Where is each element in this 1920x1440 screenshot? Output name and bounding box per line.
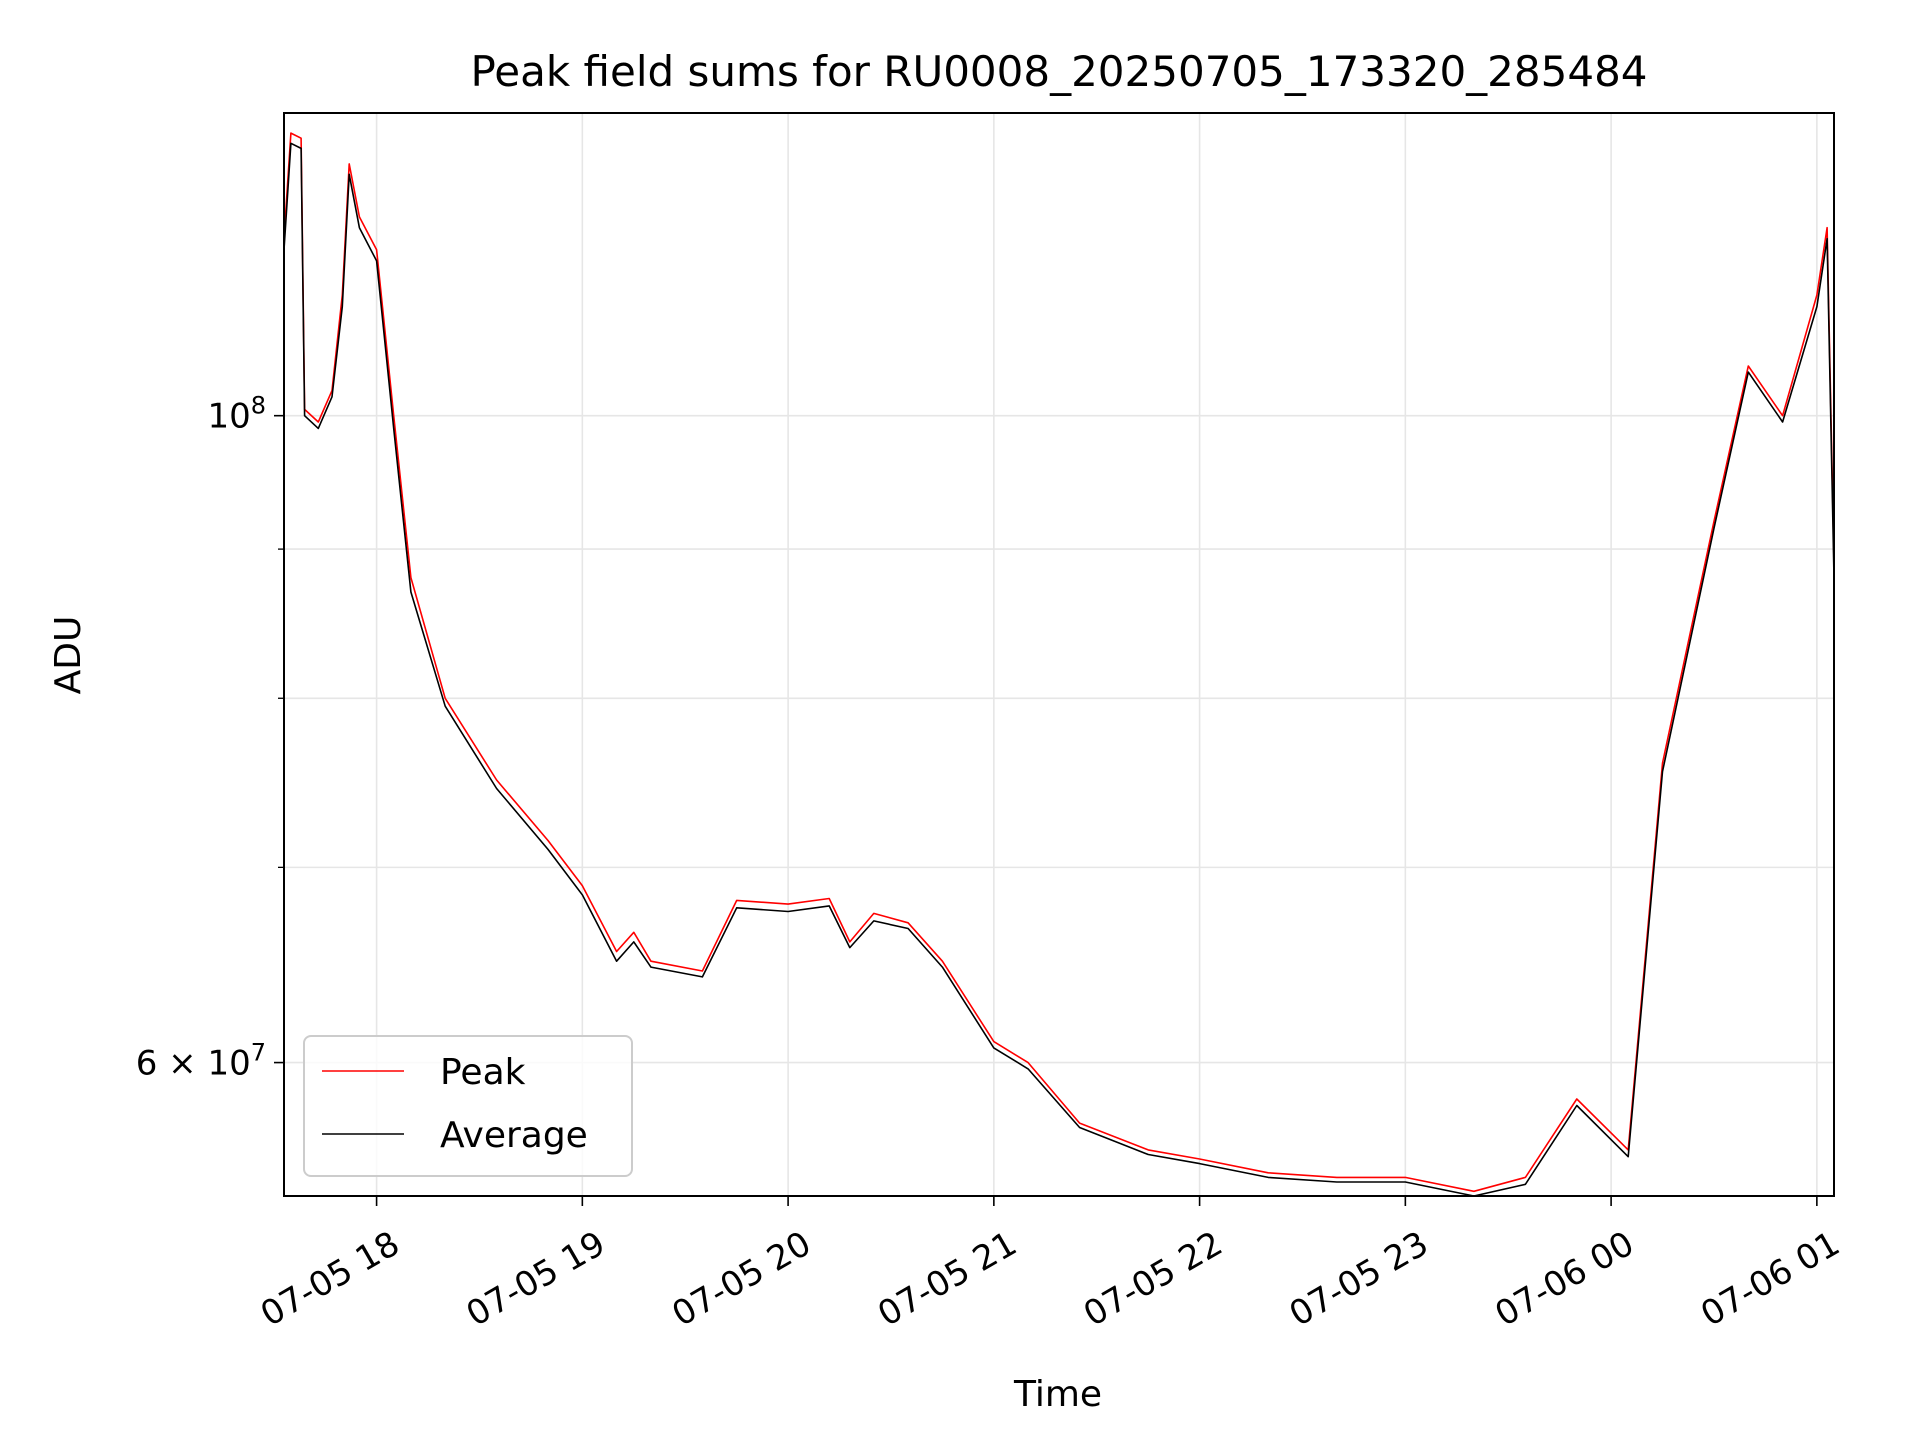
- series-line-average: [283, 142, 1835, 1197]
- y-axis-title: ADU: [48, 616, 89, 695]
- legend: Peak Average: [303, 1035, 633, 1177]
- y-tick-multiplier: 6 ×: [136, 1044, 208, 1084]
- y-tick-label: 6 × 107: [136, 1039, 266, 1084]
- series-line-peak: [283, 132, 1835, 1193]
- plot-background: [284, 113, 1834, 1196]
- plot-frame: [283, 112, 1835, 1197]
- legend-label-peak: Peak: [440, 1052, 526, 1093]
- y-tick-exponent: 8: [251, 392, 266, 420]
- series-lines: [283, 132, 1835, 1197]
- y-tick-base: 10: [207, 1044, 250, 1084]
- chart-title: Peak field sums for RU0008_20250705_1733…: [470, 47, 1647, 96]
- legend-label-average: Average: [440, 1115, 588, 1156]
- plot-area: [283, 112, 1835, 1197]
- y-tick-exponent: 7: [251, 1039, 266, 1067]
- y-tick-label: 108: [207, 392, 266, 437]
- x-axis-title: Time: [1013, 1374, 1102, 1415]
- y-tick-base: 10: [207, 397, 250, 437]
